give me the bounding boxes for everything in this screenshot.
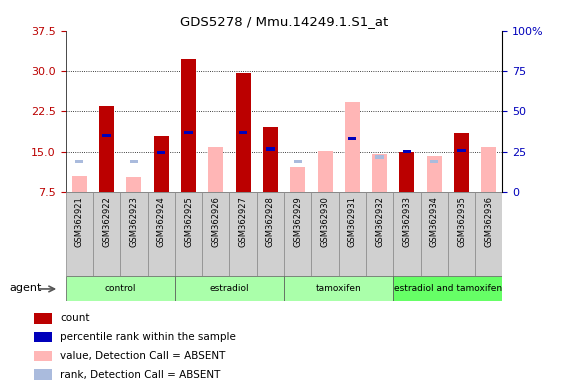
Bar <box>372 154 387 192</box>
Bar <box>66 192 93 276</box>
Bar <box>154 136 168 192</box>
Text: value, Detection Call = ABSENT: value, Detection Call = ABSENT <box>60 351 226 361</box>
Bar <box>126 177 142 192</box>
Bar <box>293 160 302 163</box>
Bar <box>239 131 247 134</box>
Text: percentile rank within the sample: percentile rank within the sample <box>60 332 236 342</box>
Text: GSM362925: GSM362925 <box>184 196 193 247</box>
Bar <box>366 192 393 276</box>
Bar <box>400 152 415 192</box>
Bar <box>430 160 439 163</box>
Bar <box>393 192 421 276</box>
Bar <box>175 192 202 276</box>
Title: GDS5278 / Mmu.14249.1.S1_at: GDS5278 / Mmu.14249.1.S1_at <box>180 15 388 28</box>
Text: rank, Detection Call = ABSENT: rank, Detection Call = ABSENT <box>60 370 220 380</box>
Bar <box>481 147 496 192</box>
Bar <box>266 147 275 151</box>
Text: control: control <box>104 285 136 293</box>
Text: GSM362926: GSM362926 <box>211 196 220 247</box>
Bar <box>457 149 466 152</box>
Text: GSM362935: GSM362935 <box>457 196 466 247</box>
Bar <box>284 276 393 301</box>
Bar <box>34 369 52 380</box>
Bar <box>157 151 166 154</box>
Bar <box>147 192 175 276</box>
Bar <box>208 147 223 192</box>
Text: tamoxifen: tamoxifen <box>316 285 361 293</box>
Bar <box>475 192 502 276</box>
Text: GSM362921: GSM362921 <box>75 196 84 247</box>
Bar <box>311 192 339 276</box>
Bar <box>284 192 311 276</box>
Text: GSM362936: GSM362936 <box>484 196 493 247</box>
Bar <box>34 313 52 324</box>
Bar <box>427 156 442 192</box>
Bar <box>345 102 360 192</box>
Bar <box>376 156 384 159</box>
Bar <box>348 137 356 140</box>
Bar <box>403 150 411 153</box>
Text: GSM362931: GSM362931 <box>348 196 357 247</box>
Text: GSM362932: GSM362932 <box>375 196 384 247</box>
Bar <box>202 192 230 276</box>
Bar <box>175 276 284 301</box>
Bar <box>120 192 147 276</box>
Text: GSM362930: GSM362930 <box>320 196 329 247</box>
Bar <box>236 73 251 192</box>
Bar <box>75 160 83 163</box>
Text: GSM362922: GSM362922 <box>102 196 111 247</box>
Bar <box>454 133 469 192</box>
Bar <box>99 106 114 192</box>
Text: GSM362929: GSM362929 <box>293 196 302 247</box>
Bar <box>66 276 175 301</box>
Bar <box>34 351 52 361</box>
Bar <box>263 127 278 192</box>
Bar <box>181 59 196 192</box>
Text: GSM362933: GSM362933 <box>403 196 412 247</box>
Bar <box>393 276 502 301</box>
Bar <box>184 131 192 134</box>
Bar <box>130 160 138 163</box>
Bar <box>230 192 257 276</box>
Text: count: count <box>60 313 90 323</box>
Bar <box>448 192 475 276</box>
Bar <box>102 134 111 137</box>
Text: GSM362923: GSM362923 <box>130 196 138 247</box>
Text: GSM362924: GSM362924 <box>156 196 166 247</box>
Text: estradiol: estradiol <box>210 285 250 293</box>
Bar <box>34 332 52 343</box>
Text: agent: agent <box>10 283 42 293</box>
Bar <box>257 192 284 276</box>
Text: GSM362928: GSM362928 <box>266 196 275 247</box>
Text: GSM362934: GSM362934 <box>430 196 439 247</box>
Bar <box>93 192 120 276</box>
Bar <box>421 192 448 276</box>
Bar <box>290 167 305 192</box>
Bar <box>339 192 366 276</box>
Text: GSM362927: GSM362927 <box>239 196 248 247</box>
Bar <box>317 151 332 192</box>
Bar <box>72 176 87 192</box>
Text: estradiol and tamoxifen: estradiol and tamoxifen <box>394 285 502 293</box>
